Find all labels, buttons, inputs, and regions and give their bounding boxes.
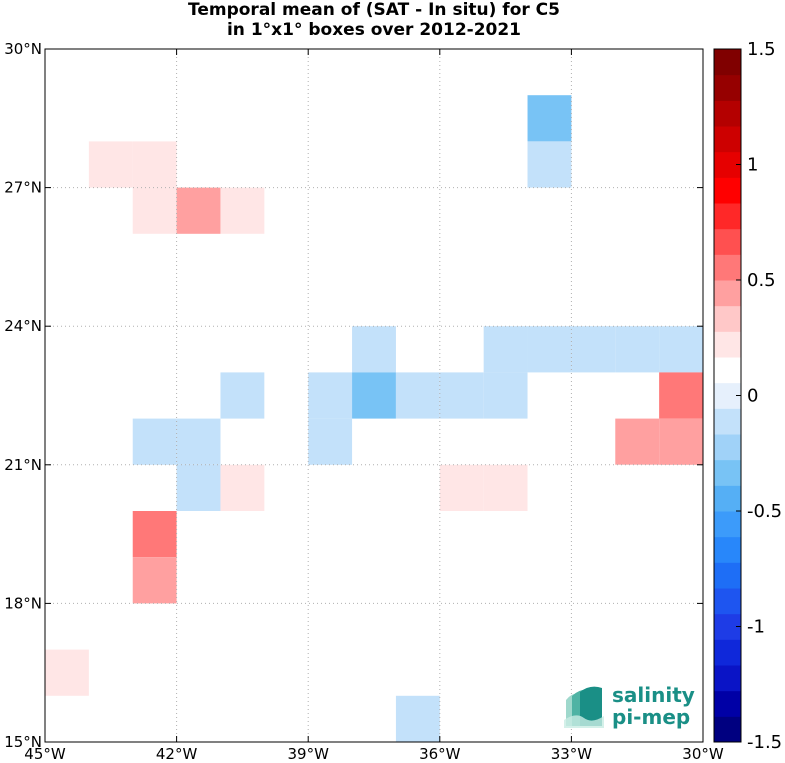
colorbar-segment: [714, 434, 741, 461]
heatmap-cell: [439, 464, 484, 511]
heatmap-cell: [176, 464, 221, 511]
colorbar-segment: [714, 305, 741, 332]
heatmap-cell: [571, 326, 616, 373]
heatmap-cell: [527, 141, 572, 188]
logo-text-pi-mep: pi-mep: [612, 705, 691, 729]
heatmap-cell: [132, 511, 177, 558]
heatmap-cell: [308, 418, 353, 465]
x-tick-label: 36°W: [419, 745, 461, 763]
y-tick-label: 27°N: [4, 179, 42, 197]
heatmap-cell: [308, 372, 353, 419]
heatmap-cell: [45, 649, 89, 696]
colorbar-segment: [714, 536, 741, 563]
heatmap-cell: [615, 464, 660, 511]
logo-text-salinity: salinity: [612, 683, 695, 707]
colorbar-tick-label: 1: [747, 155, 758, 176]
colorbar-tick-label: -1: [747, 617, 765, 638]
colorbar-segment: [714, 254, 741, 281]
colorbar-segment: [714, 100, 741, 127]
colorbar-segment: [714, 588, 741, 615]
axis-ticks: 45°W 42°W 39°W 36°W 33°W 30°W 15°N 18°N 21°N 24°N…: [4, 40, 724, 763]
colorbar-segment: [714, 562, 741, 589]
y-tick-label: 18°N: [4, 594, 42, 612]
heatmap-cell: [483, 464, 528, 511]
x-tick-label: 30°W: [682, 745, 724, 763]
heatmap-cell: [615, 326, 660, 373]
colorbar-segment: [714, 357, 741, 384]
chart-title-line1: Temporal mean of (SAT - In situ) for C5: [188, 0, 560, 20]
heatmap-cell: [527, 326, 572, 373]
colorbar-segment: [714, 228, 741, 255]
heatmap-cell: [132, 418, 177, 465]
y-tick-label: 15°N: [4, 733, 42, 751]
colorbar-segment: [714, 331, 741, 358]
heatmap-cell: [176, 418, 221, 465]
y-tick-label: 24°N: [4, 317, 42, 335]
colorbar-segment: [714, 716, 741, 743]
heatmap-cell: [483, 372, 528, 419]
colorbar-segment: [714, 665, 741, 692]
colorbar-segment: [714, 74, 741, 101]
y-tick-label: 30°N: [4, 40, 42, 58]
heatmap-cell: [132, 557, 177, 604]
x-tick-label: 42°W: [156, 745, 198, 763]
colorbar-segment: [714, 690, 741, 717]
heatmap-cells: [45, 95, 703, 742]
gridlines: [45, 49, 703, 742]
salinity-pi-mep-logo: salinity pi-mep: [560, 684, 700, 732]
colorbar-segment: [714, 203, 741, 230]
heatmap-cell: [132, 187, 177, 234]
colorbar-segment: [714, 49, 741, 76]
colorbar-segment: [714, 408, 741, 435]
heatmap-cell: [659, 418, 703, 465]
heatmap-cell: [352, 372, 396, 419]
colorbar-segment: [714, 639, 741, 666]
heatmap-cell: [352, 326, 396, 373]
heatmap-cell: [395, 695, 440, 742]
colorbar-segment: [714, 511, 741, 538]
colorbar-segment: [714, 126, 741, 153]
heatmap-cell: [615, 418, 660, 465]
wave-logo-icon: [564, 686, 604, 728]
heatmap-cell: [615, 557, 660, 604]
colorbar-tick-label: 0: [747, 386, 758, 407]
plot-frame: [44, 48, 704, 743]
heatmap-cell: [220, 187, 265, 234]
heatmap-cell: [220, 372, 265, 419]
colorbar-tick-label: 0.5: [747, 270, 776, 291]
heatmap-cell: [659, 326, 703, 373]
colorbar-segment: [714, 459, 741, 486]
heatmap-cell: [220, 464, 265, 511]
heatmap-cell: [88, 141, 133, 188]
heatmap-cell: [132, 141, 177, 188]
heatmap-cell: [483, 326, 528, 373]
heatmap-cell: [176, 187, 221, 234]
chart-title-line2: in 1°x1° boxes over 2012-2021: [226, 20, 522, 40]
colorbar-tick-label: -0.5: [747, 501, 782, 522]
colorbar-segment: [714, 177, 741, 204]
x-tick-label: 45°W: [24, 745, 66, 763]
x-tick-label: 33°W: [551, 745, 593, 763]
colorbar-segment: [714, 485, 741, 512]
colorbar-tick-label: -1.5: [747, 732, 782, 753]
heatmap-cell: [395, 372, 440, 419]
colorbar-tick-label: 1.5: [747, 39, 776, 60]
colorbar: 1.5 1 0.5 0 -0.5 -1 -1.5: [713, 39, 782, 753]
heatmap-cell: [527, 95, 572, 142]
heatmap-cell: [439, 372, 484, 419]
colorbar-segment: [714, 280, 741, 307]
chart-title: Temporal mean of (SAT - In situ) for C5 …: [45, 0, 703, 40]
x-tick-label: 39°W: [287, 745, 329, 763]
heatmap-cell: [659, 372, 703, 419]
y-tick-label: 21°N: [4, 456, 42, 474]
